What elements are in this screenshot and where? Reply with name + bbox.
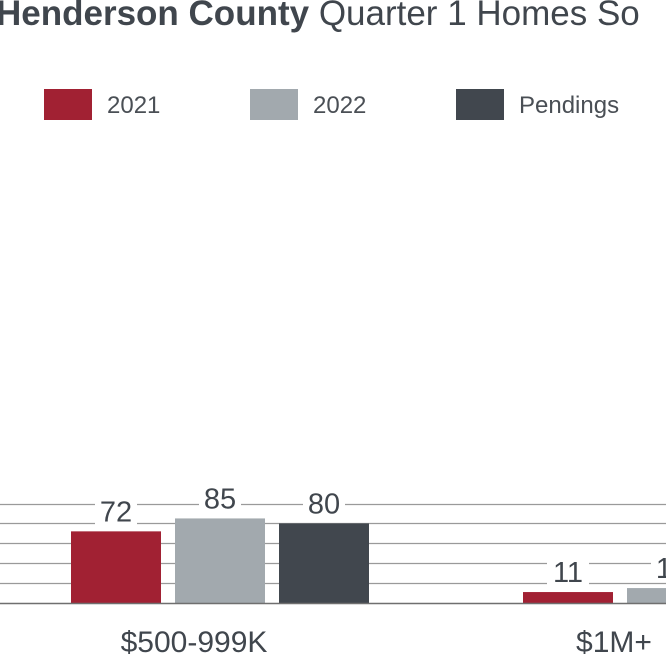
legend-label-2021: 2021 bbox=[107, 92, 160, 119]
value-label-pendings-500-999k: 80 bbox=[308, 488, 340, 520]
value-label-2021-1m: 11 bbox=[553, 557, 583, 589]
bar-2022-1m bbox=[627, 588, 666, 603]
chart-title-bold: Henderson County bbox=[0, 0, 310, 33]
value-label-2021-500-999k: 72 bbox=[100, 496, 132, 528]
bar-2021-1m bbox=[523, 592, 613, 603]
value-label-bg-2021-1m bbox=[547, 556, 589, 587]
chart-title-rest: Quarter 1 Homes So bbox=[318, 0, 640, 33]
value-label-bg-2022-500-999k bbox=[199, 482, 241, 513]
chart-title: Henderson County Quarter 1 Homes So bbox=[0, 0, 640, 34]
bar-2021-500-999k bbox=[71, 531, 161, 603]
legend-swatch-2022 bbox=[250, 89, 298, 120]
category-label-500-999k: $500-999K bbox=[121, 626, 268, 659]
legend-label-pendings: Pendings bbox=[519, 92, 619, 119]
value-label-bg-2022-1m bbox=[651, 552, 666, 583]
legend-swatch-pendings bbox=[456, 89, 504, 120]
value-label-2022-1m: 15 bbox=[656, 553, 666, 585]
value-label-bg-pendings-500-999k bbox=[303, 487, 345, 518]
bar-pendings-500-999k bbox=[279, 523, 369, 603]
value-label-bg-2021-500-999k bbox=[95, 495, 137, 526]
legend-swatch-2021 bbox=[44, 89, 92, 120]
category-label-1m: $1M+ bbox=[576, 626, 652, 659]
value-label-2022-500-999k: 85 bbox=[204, 483, 236, 515]
bar-2022-500-999k bbox=[175, 518, 265, 603]
legend-label-2022: 2022 bbox=[313, 92, 366, 119]
